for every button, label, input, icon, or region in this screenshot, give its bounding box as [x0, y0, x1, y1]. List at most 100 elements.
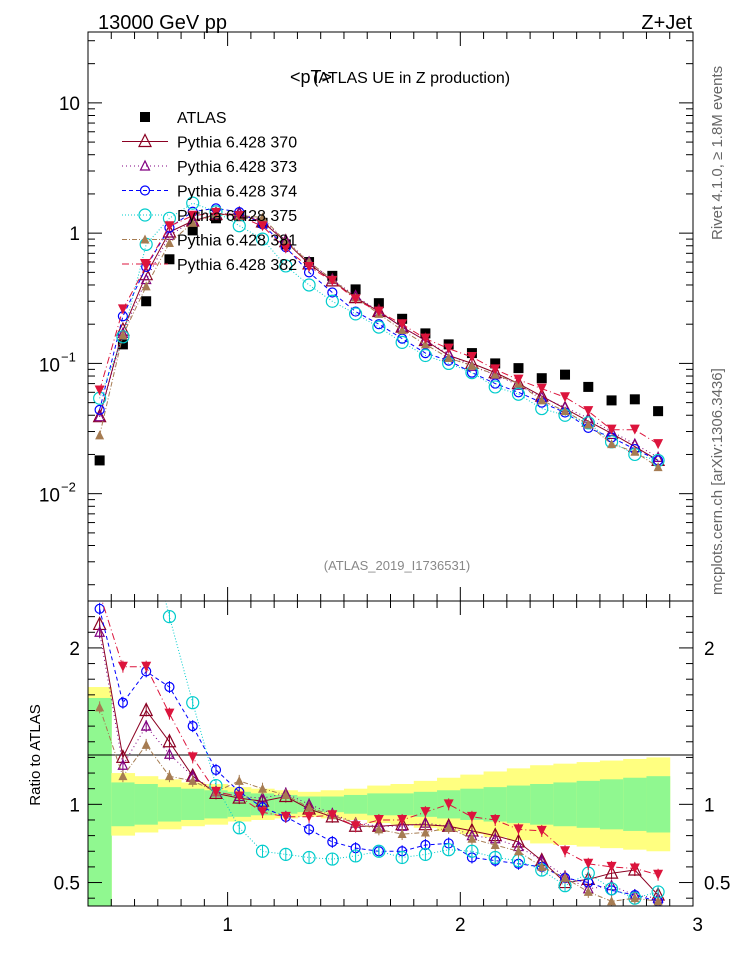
data-point	[210, 207, 221, 218]
ratio-point	[350, 821, 361, 832]
ratio-point	[118, 771, 128, 781]
ratio-y-ticks: 0.5 0.5 1 1 2 2	[54, 616, 730, 899]
data-point	[583, 381, 594, 392]
y-tick-label: 10	[39, 486, 60, 507]
data-point	[466, 351, 477, 362]
data-point	[234, 211, 245, 222]
legend-label: Pythia 6.428 370	[177, 135, 297, 152]
ratio-point	[141, 739, 151, 749]
data-point	[164, 221, 175, 232]
legend-label: Pythia 6.428 373	[177, 159, 297, 176]
ratio-tick-label-right: 2	[704, 639, 715, 660]
band-inner	[646, 776, 671, 833]
ratio-tick-label-right: 0.5	[704, 874, 730, 895]
ratio-point	[234, 791, 245, 802]
ratio-point	[303, 824, 315, 835]
data-point	[94, 455, 105, 466]
data-point	[581, 416, 595, 430]
ratio-point	[560, 846, 571, 857]
data-point	[372, 320, 386, 334]
ratio-point	[606, 861, 617, 872]
ratio-point	[140, 719, 152, 731]
data-point	[629, 424, 640, 435]
ratio-frame	[87, 600, 694, 907]
ratio-point	[232, 821, 246, 835]
ratio-point	[94, 486, 106, 498]
legend-label: Pythia 6.428 375	[177, 208, 297, 225]
data-point	[350, 306, 361, 317]
ratio-point	[443, 799, 454, 810]
legend-marker	[139, 159, 151, 171]
ratio-point	[325, 852, 339, 866]
series-6	[94, 207, 664, 450]
data-point	[488, 380, 502, 394]
data-point	[443, 343, 454, 354]
ratio-point	[163, 747, 175, 759]
ratio-point	[210, 786, 221, 797]
ratio-point	[187, 752, 198, 763]
ratio-data-marks	[92, 486, 666, 906]
ratio-point	[466, 811, 477, 822]
data-point	[606, 424, 617, 435]
data-point	[513, 374, 524, 385]
ratio-point	[95, 702, 105, 712]
data-point	[118, 330, 128, 340]
ratio-point	[374, 824, 384, 834]
band-inner	[530, 784, 554, 825]
ratio-point	[95, 588, 105, 598]
data-point	[325, 294, 339, 308]
data-point	[395, 335, 409, 349]
legend-marker	[140, 112, 150, 122]
legend-label: Pythia 6.428 374	[177, 184, 297, 201]
ratio-tick-label: 0.5	[54, 874, 80, 895]
data-point	[560, 369, 571, 380]
ratio-point	[117, 661, 128, 672]
data-point	[560, 392, 571, 403]
band-inner	[88, 697, 112, 906]
ratio-point	[629, 863, 640, 874]
data-point	[490, 364, 501, 375]
ratio-point	[418, 847, 433, 861]
data-point	[653, 462, 663, 472]
ratio-point	[490, 840, 500, 849]
data-point	[92, 408, 107, 423]
data-point	[187, 210, 198, 221]
mcplots-label: mcplots.cern.ch [arXiv:1306.3436]	[709, 368, 726, 595]
ratio-point	[257, 807, 268, 818]
ratio-point	[583, 858, 594, 869]
band-inner	[227, 791, 252, 817]
series-line	[99, 212, 659, 458]
ratio-point	[162, 733, 177, 748]
data-point	[397, 319, 408, 330]
chart-title: <pT>	[290, 67, 332, 87]
ratio-uncertainty-bands	[88, 687, 671, 906]
ratio-tick-label-right: 1	[704, 795, 715, 816]
ratio-point	[117, 697, 129, 708]
data-point	[117, 339, 128, 350]
ratio-point	[627, 861, 642, 876]
ratio-point	[630, 893, 640, 903]
ratio-point	[258, 783, 268, 793]
ratio-point	[164, 708, 175, 719]
ratio-point	[536, 825, 547, 836]
series-line	[99, 213, 659, 468]
ratio-point	[488, 850, 502, 865]
ratio-point	[164, 681, 175, 693]
data-point	[94, 404, 105, 415]
ratio-point	[139, 702, 154, 717]
rivet-label: Rivet 4.1.0, ≥ 1.8M events	[709, 66, 726, 240]
data-point	[511, 387, 526, 401]
legend: ATLAS Pythia 6.428 370 Pythia 6.428 373 Pyt…	[122, 110, 297, 274]
data-point	[629, 394, 640, 405]
ratio-point	[187, 721, 198, 732]
x-tick-label: 1	[222, 915, 233, 936]
data-point	[257, 221, 268, 232]
data-point	[350, 294, 361, 305]
band-inner	[599, 779, 624, 830]
data-point	[304, 261, 315, 272]
ratio-point	[490, 814, 501, 825]
band-inner	[157, 787, 182, 822]
ratio-point	[304, 811, 315, 822]
data-point	[258, 212, 268, 222]
data-point	[418, 348, 433, 363]
